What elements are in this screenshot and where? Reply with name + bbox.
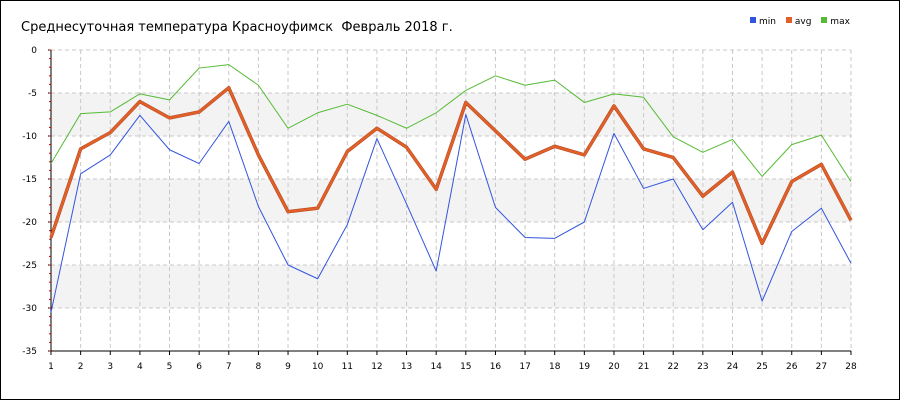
x-tick-label: 17	[519, 362, 530, 372]
y-tick-label: -30	[22, 304, 37, 314]
x-tick-label: 13	[401, 362, 412, 372]
legend-swatch-min	[750, 17, 756, 23]
x-tick-label: 7	[226, 362, 232, 372]
x-tick-label: 3	[107, 362, 113, 372]
x-tick-label: 15	[460, 362, 471, 372]
legend-swatch-avg	[785, 17, 792, 23]
y-tick-label: 0	[31, 46, 37, 56]
x-tick-label: 28	[845, 362, 857, 372]
x-tick-label: 6	[196, 362, 202, 372]
x-tick-label: 19	[579, 362, 591, 372]
x-tick-label: 21	[638, 362, 649, 372]
series-line-min	[50, 114, 852, 313]
x-tick-label: 4	[137, 362, 143, 372]
legend-label-max: max	[830, 17, 850, 27]
x-tick-label: 18	[549, 362, 561, 372]
y-tick-label: -25	[22, 261, 37, 271]
x-tick-label: 11	[342, 362, 353, 372]
legend-label-min: min	[759, 17, 776, 27]
legend-item-max: max	[821, 17, 850, 27]
y-tick-label: -20	[22, 218, 37, 228]
x-tick-label: 9	[285, 362, 291, 372]
series-line-max	[50, 64, 852, 182]
x-tick-label: 22	[667, 362, 678, 372]
x-tick-label: 1	[48, 362, 54, 372]
grid-band	[51, 93, 851, 136]
y-tick-label: -15	[22, 175, 37, 185]
y-tick-label: -10	[22, 132, 37, 142]
x-tick-label: 23	[697, 362, 708, 372]
x-tick-label: 5	[167, 362, 173, 372]
series-line-avg	[49, 86, 853, 245]
legend-swatch-max	[821, 17, 828, 23]
x-tick-label: 8	[256, 362, 262, 372]
x-tick-label: 14	[430, 362, 442, 372]
y-tick-label: -5	[28, 89, 37, 99]
x-tick-label: 10	[312, 362, 324, 372]
grid-band	[51, 265, 851, 308]
x-tick-label: 16	[490, 362, 502, 372]
x-tick-label: 2	[78, 362, 84, 372]
legend-label-avg: avg	[794, 17, 812, 27]
x-tick-label: 27	[816, 362, 827, 372]
x-tick-label: 24	[727, 362, 739, 372]
grid-band	[51, 179, 851, 222]
y-tick-label: -35	[22, 347, 37, 357]
chart-title: Среднесуточная температура Красноуфимск …	[21, 20, 453, 35]
legend-item-min: min	[750, 17, 776, 27]
x-tick-label: 20	[608, 362, 620, 372]
x-tick-label: 26	[786, 362, 798, 372]
legend-item-avg: avg	[785, 17, 812, 27]
x-tick-label: 12	[371, 362, 382, 372]
x-tick-label: 25	[756, 362, 767, 372]
legend: min avg max	[750, 17, 857, 27]
